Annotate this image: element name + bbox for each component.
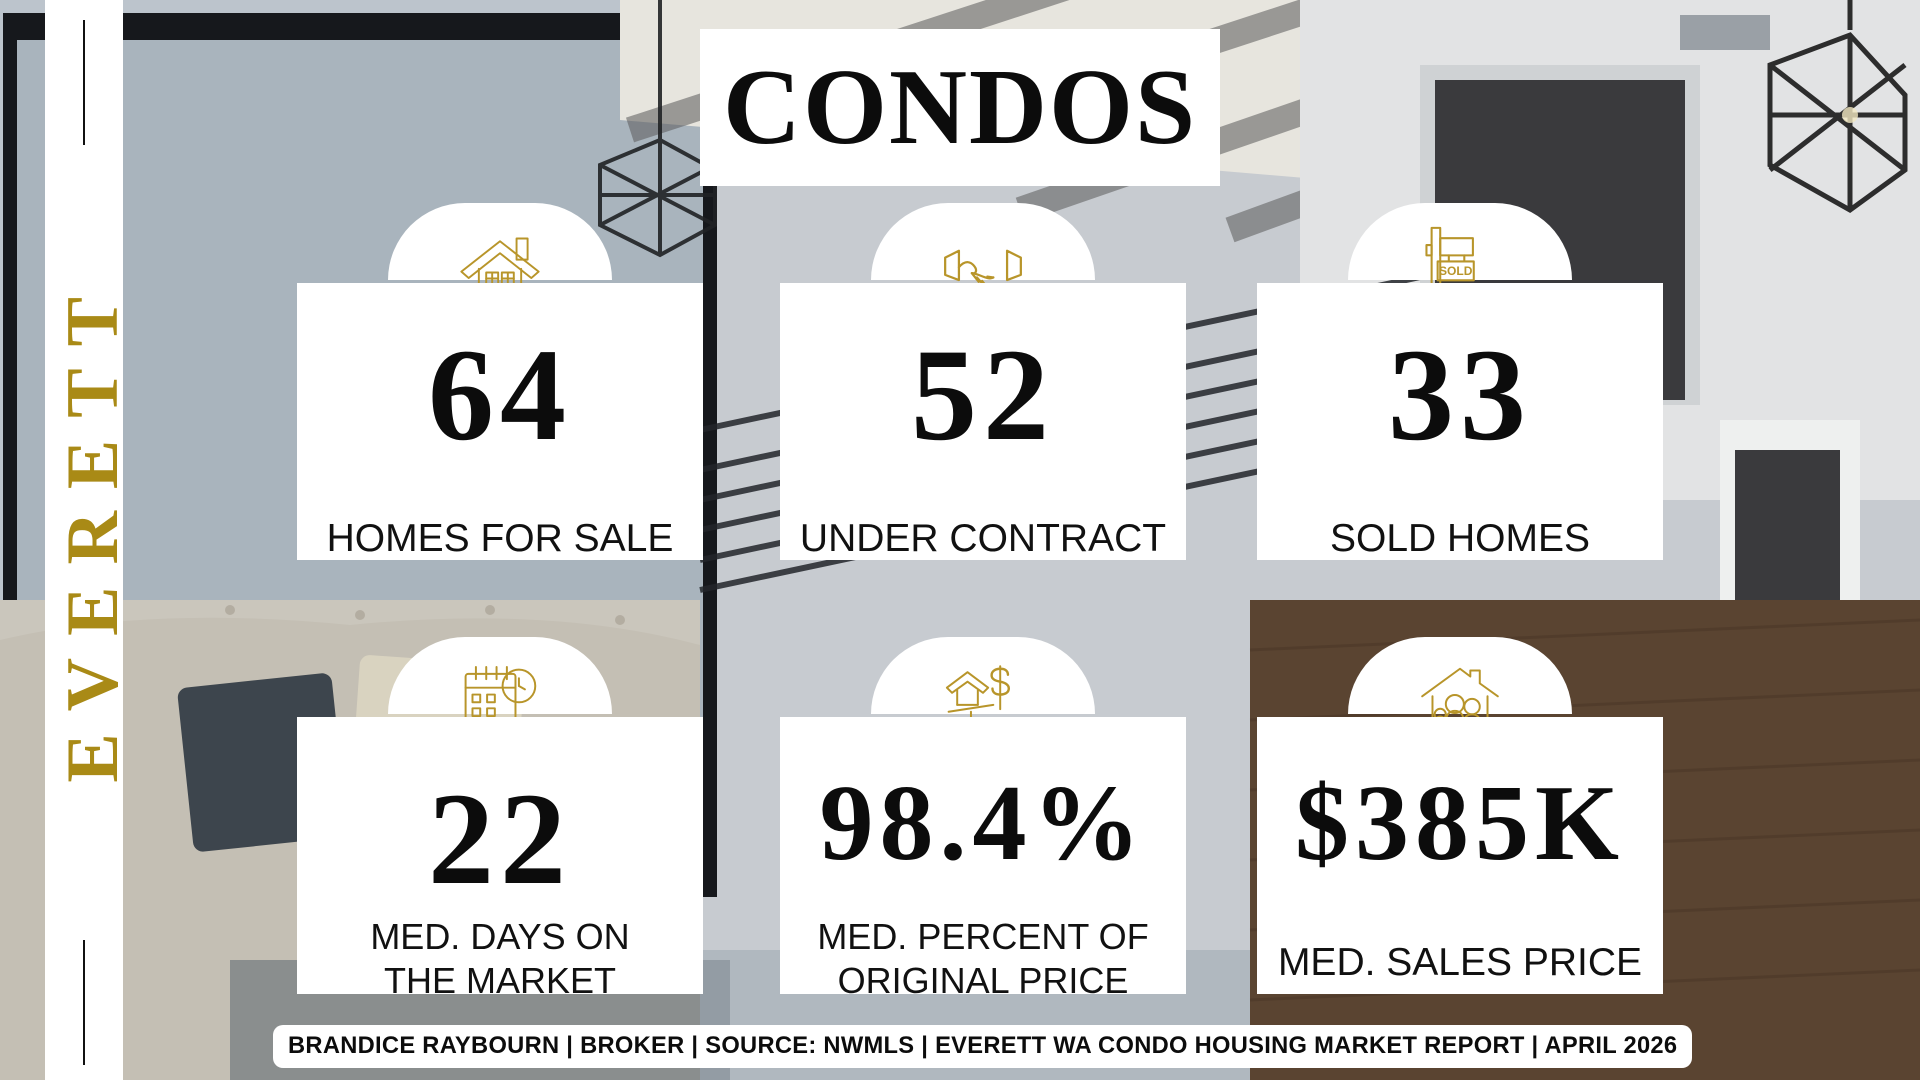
svg-text:SOLD: SOLD xyxy=(1439,264,1473,278)
